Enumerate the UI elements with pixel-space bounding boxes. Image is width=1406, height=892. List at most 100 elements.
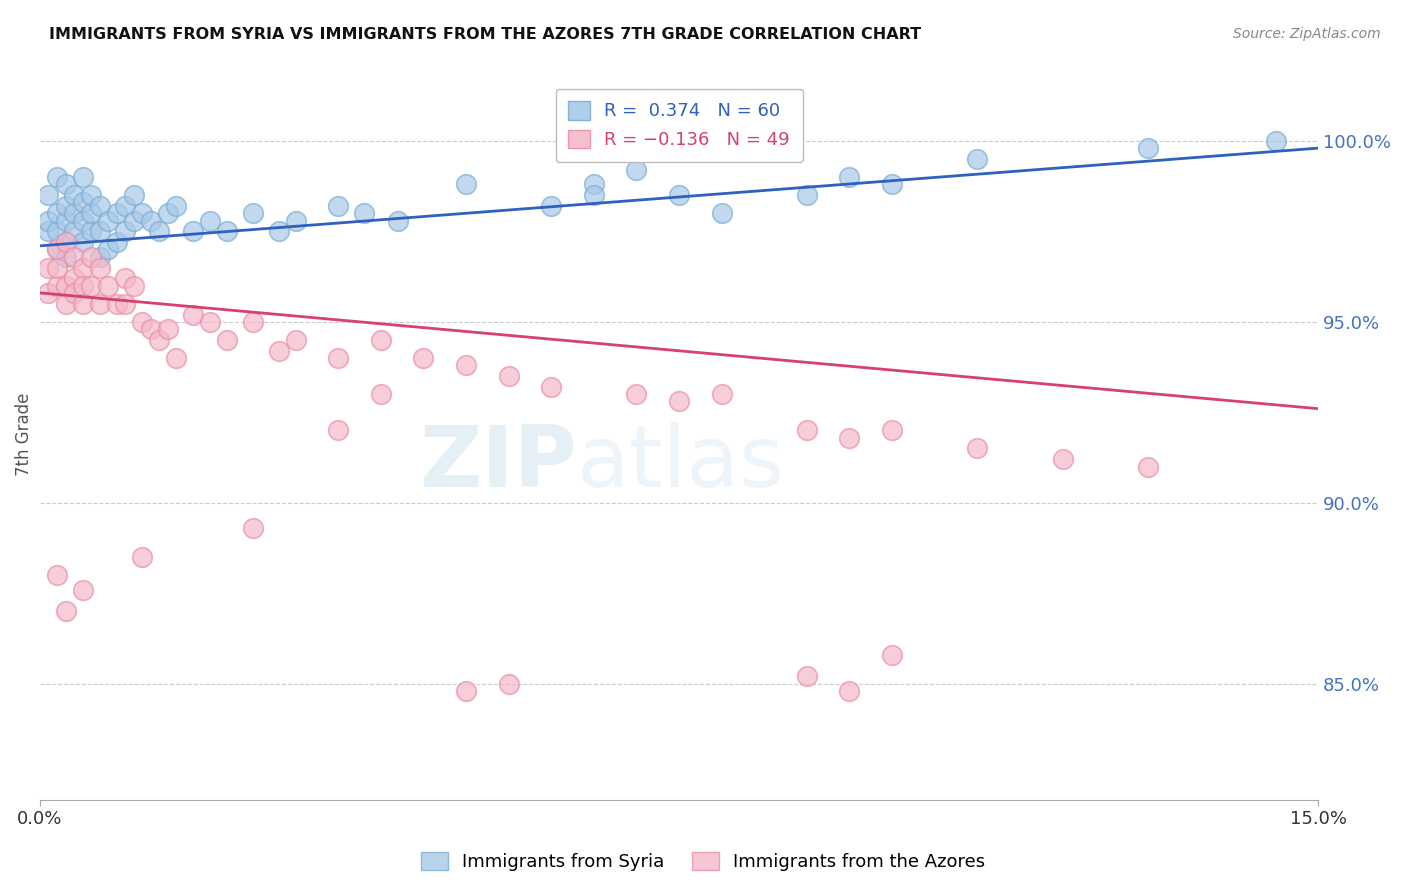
Point	[242, 206, 264, 220]
Point	[46, 206, 69, 220]
Point	[217, 224, 239, 238]
Legend: Immigrants from Syria, Immigrants from the Azores: Immigrants from Syria, Immigrants from t…	[413, 845, 993, 879]
Point	[114, 224, 136, 238]
Point	[63, 206, 86, 220]
Point	[454, 178, 477, 192]
Point	[55, 235, 77, 250]
Point	[55, 297, 77, 311]
Point	[72, 278, 94, 293]
Point	[156, 206, 179, 220]
Point	[242, 315, 264, 329]
Point	[89, 224, 111, 238]
Point	[454, 358, 477, 372]
Point	[353, 206, 375, 220]
Point	[200, 213, 222, 227]
Point	[72, 260, 94, 275]
Point	[284, 333, 307, 347]
Point	[122, 278, 145, 293]
Point	[183, 224, 205, 238]
Point	[626, 162, 648, 177]
Point	[37, 188, 59, 202]
Point	[55, 199, 77, 213]
Point	[328, 424, 350, 438]
Point	[370, 333, 392, 347]
Point	[89, 260, 111, 275]
Legend: R =  0.374   N = 60, R = −0.136   N = 49: R = 0.374 N = 60, R = −0.136 N = 49	[555, 88, 803, 161]
Point	[498, 677, 520, 691]
Point	[97, 243, 120, 257]
Point	[242, 521, 264, 535]
Point	[131, 315, 153, 329]
Point	[80, 188, 103, 202]
Point	[796, 188, 818, 202]
Point	[63, 271, 86, 285]
Point	[838, 170, 860, 185]
Point	[114, 297, 136, 311]
Point	[72, 235, 94, 250]
Point	[267, 343, 290, 358]
Point	[267, 224, 290, 238]
Point	[80, 224, 103, 238]
Point	[880, 648, 903, 662]
Point	[148, 224, 170, 238]
Point	[72, 297, 94, 311]
Point	[72, 170, 94, 185]
Point	[328, 351, 350, 365]
Point	[370, 387, 392, 401]
Point	[454, 684, 477, 698]
Point	[838, 431, 860, 445]
Point	[63, 250, 86, 264]
Point	[668, 394, 690, 409]
Text: IMMIGRANTS FROM SYRIA VS IMMIGRANTS FROM THE AZORES 7TH GRADE CORRELATION CHART: IMMIGRANTS FROM SYRIA VS IMMIGRANTS FROM…	[49, 27, 921, 42]
Point	[131, 206, 153, 220]
Point	[72, 213, 94, 227]
Point	[200, 315, 222, 329]
Point	[139, 322, 162, 336]
Point	[156, 322, 179, 336]
Point	[89, 199, 111, 213]
Point	[55, 178, 77, 192]
Point	[105, 297, 128, 311]
Point	[796, 669, 818, 683]
Point	[80, 278, 103, 293]
Point	[55, 604, 77, 618]
Point	[796, 424, 818, 438]
Point	[37, 224, 59, 238]
Point	[46, 243, 69, 257]
Point	[46, 224, 69, 238]
Point	[37, 260, 59, 275]
Point	[131, 550, 153, 565]
Point	[46, 243, 69, 257]
Point	[89, 297, 111, 311]
Point	[668, 188, 690, 202]
Point	[114, 199, 136, 213]
Point	[55, 235, 77, 250]
Text: Source: ZipAtlas.com: Source: ZipAtlas.com	[1233, 27, 1381, 41]
Point	[966, 152, 988, 166]
Point	[37, 285, 59, 300]
Point	[46, 278, 69, 293]
Text: ZIP: ZIP	[419, 422, 576, 505]
Point	[582, 188, 605, 202]
Point	[966, 442, 988, 456]
Point	[328, 199, 350, 213]
Point	[284, 213, 307, 227]
Point	[540, 380, 562, 394]
Point	[89, 250, 111, 264]
Point	[1136, 141, 1159, 155]
Point	[1052, 452, 1074, 467]
Point	[880, 424, 903, 438]
Point	[165, 199, 187, 213]
Point	[148, 333, 170, 347]
Point	[412, 351, 434, 365]
Point	[139, 213, 162, 227]
Point	[387, 213, 409, 227]
Point	[63, 188, 86, 202]
Point	[165, 351, 187, 365]
Point	[46, 170, 69, 185]
Point	[105, 235, 128, 250]
Point	[838, 684, 860, 698]
Point	[582, 178, 605, 192]
Point	[540, 199, 562, 213]
Point	[217, 333, 239, 347]
